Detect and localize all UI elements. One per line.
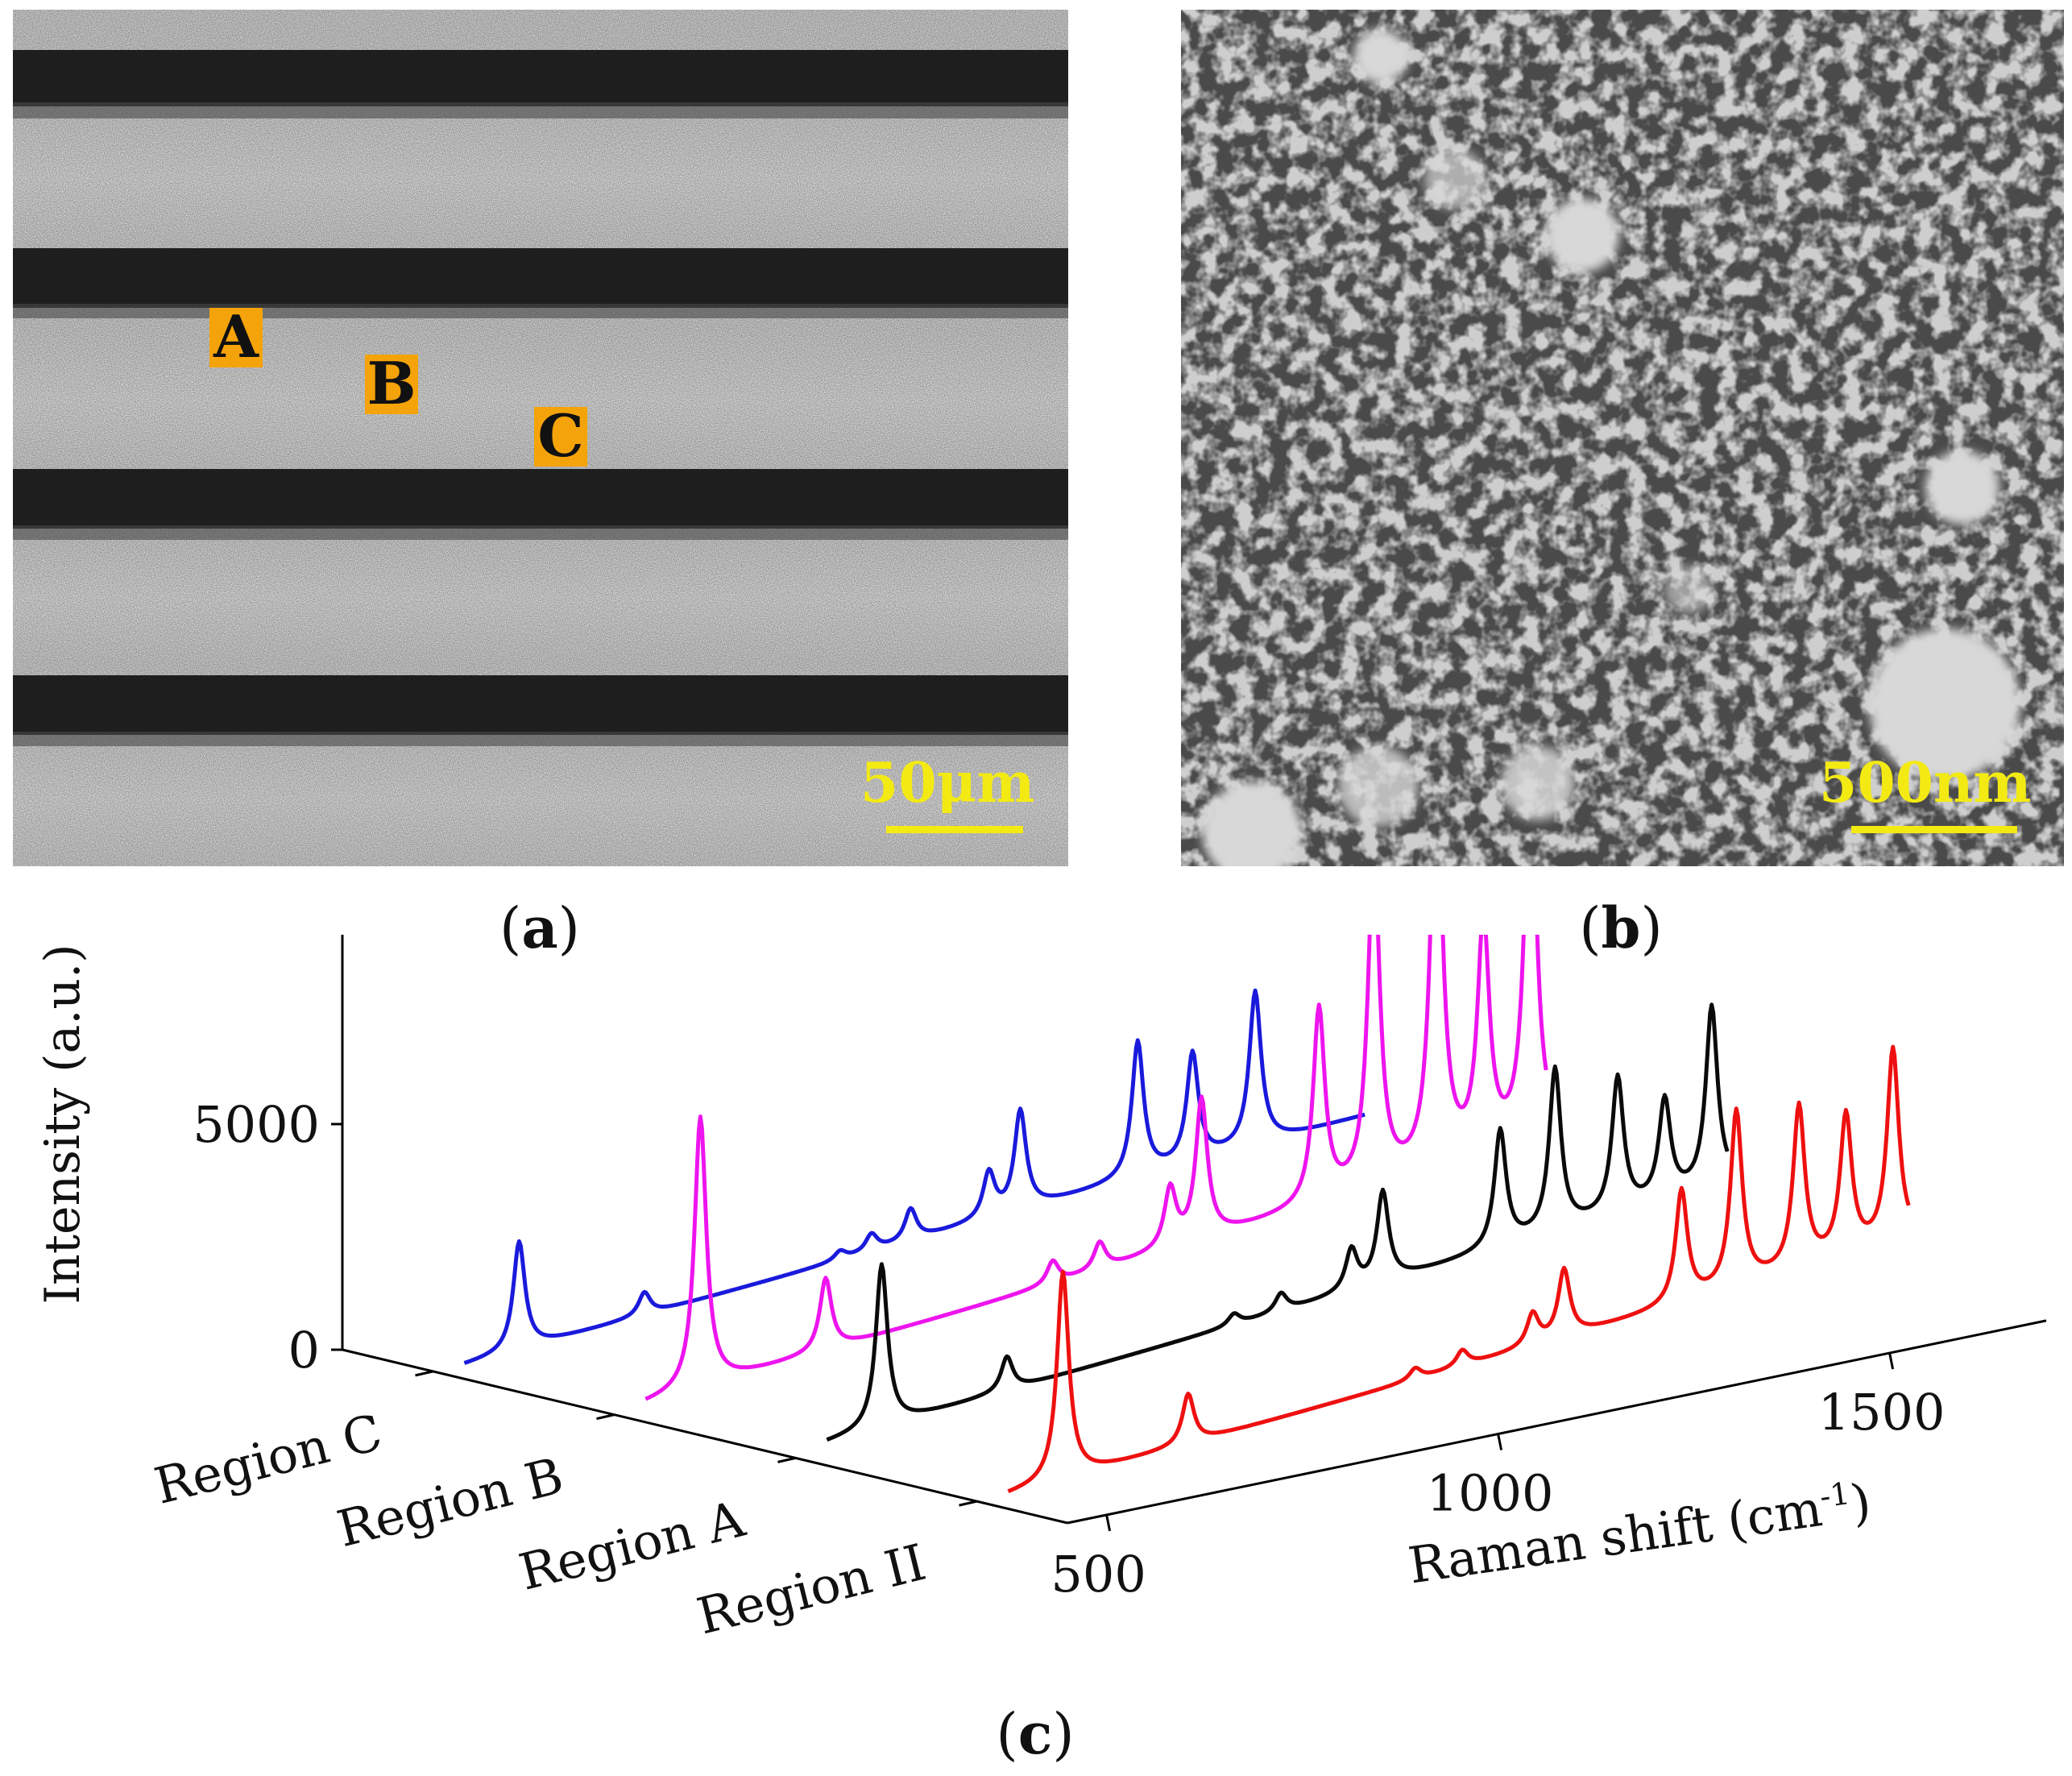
chart-series (463, 935, 1911, 1494)
marker-c: C (534, 407, 587, 467)
x-tick-label-2: 1500 (1818, 1383, 1946, 1442)
region-tick-1 (596, 1413, 615, 1421)
region-axis-line (342, 1348, 1068, 1525)
region-tick-3 (959, 1500, 977, 1507)
caption-b: (b) (1579, 894, 1663, 961)
marker-a: A (209, 308, 263, 367)
scalebar-label-a: 50μm (860, 751, 1035, 815)
series-line-region-b (644, 935, 1548, 1401)
sem-image: 500nm (1181, 10, 2064, 866)
y-axis-label: Intensity (a.u.) (35, 944, 91, 1304)
scalebar-a (886, 826, 1023, 833)
series-line-region-c (463, 988, 1365, 1365)
sem-texture (1181, 10, 2064, 866)
optical-micrograph: A B C 50μm (13, 10, 1068, 866)
bright-particles (1202, 29, 2020, 866)
y-tick-label-0: 0 (288, 1321, 320, 1380)
x-tick-0 (1105, 1514, 1112, 1532)
caption-a: (a) (499, 894, 580, 961)
region-tick-2 (777, 1456, 796, 1463)
x-tick-label-0: 500 (1051, 1545, 1146, 1604)
series-line-region-a (826, 1002, 1730, 1442)
x-tick-2 (1888, 1352, 1895, 1370)
caption-c: (c) (996, 1700, 1075, 1767)
scalebar-b (1851, 826, 2017, 833)
y-tick-label-1: 5000 (193, 1095, 320, 1154)
x-tick-label-1: 1000 (1427, 1464, 1554, 1523)
marker-b: B (365, 355, 418, 414)
x-axis-line (1067, 1319, 2047, 1525)
region-tick-0 (415, 1370, 433, 1377)
x-tick-1 (1497, 1434, 1503, 1450)
series-line-region-ii (1007, 1044, 1911, 1494)
chart-axes (331, 935, 2047, 1532)
scalebar-label-b: 500nm (1819, 751, 2032, 815)
